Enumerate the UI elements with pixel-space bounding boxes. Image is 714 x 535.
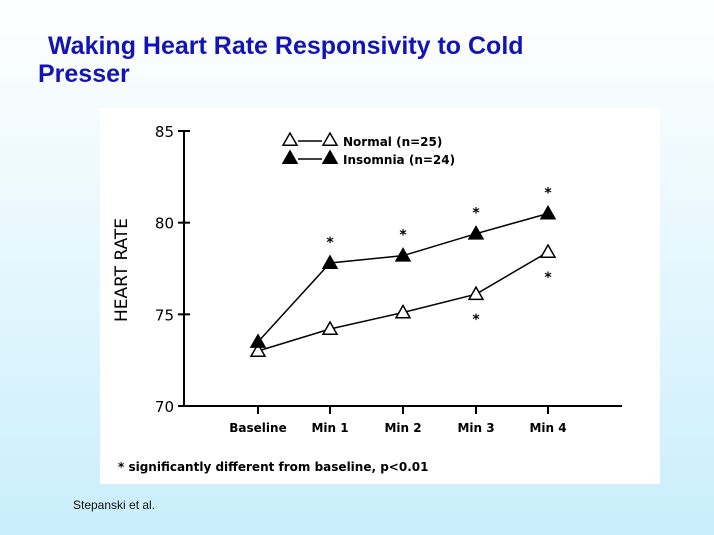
chart-footnote: * significantly different from baseline,… — [118, 460, 428, 474]
legend-label-insomnia: Insomnia (n=24) — [343, 153, 455, 167]
x-tick-label-1: Min 1 — [311, 421, 348, 435]
slide-title: Waking Heart Rate Responsivity to Cold P… — [38, 32, 698, 88]
point-insomnia-3 — [467, 225, 485, 240]
point-insomnia-2 — [394, 247, 412, 262]
y-tick-label-70: 70 — [155, 398, 174, 416]
significance-mark-normal-4: * — [544, 270, 552, 286]
slide-title-line-1: Waking Heart Rate Responsivity to Cold — [48, 32, 524, 60]
legend-label-normal: Normal (n=25) — [343, 135, 442, 149]
significance-mark-normal-3: * — [472, 312, 480, 328]
chart-panel: 70 75 80 85 Baseline Min 1 Min 2 Min 3 Min 4 HEAR… — [100, 108, 660, 484]
significance-mark-insomnia-2: * — [399, 228, 407, 244]
significance-mark-insomnia-3: * — [472, 206, 480, 222]
y-tick-label-75: 75 — [155, 306, 174, 324]
y-tick-label-85: 85 — [155, 123, 174, 141]
y-axis-title: HEART RATE — [112, 218, 132, 322]
point-insomnia-0 — [249, 333, 267, 348]
legend-marker-insomnia-a — [281, 149, 299, 164]
x-tick-label-4: Min 4 — [529, 421, 566, 435]
point-normal-2 — [394, 303, 412, 319]
legend-marker-normal-b — [321, 131, 339, 146]
slide-title-line-2: Presser — [38, 60, 130, 88]
x-tick-label-2: Min 2 — [384, 421, 421, 435]
point-insomnia-1 — [321, 254, 339, 269]
significance-mark-insomnia-1: * — [326, 235, 334, 251]
point-normal-4 — [539, 243, 557, 258]
x-tick-label-0: Baseline — [229, 421, 286, 435]
series-line-normal — [257, 251, 549, 352]
point-insomnia-4 — [539, 204, 557, 220]
y-tick-label-80: 80 — [155, 215, 174, 233]
legend-marker-insomnia-b — [321, 149, 339, 164]
legend-marker-normal-a — [281, 131, 299, 146]
citation: Stepanski et al. — [73, 498, 156, 512]
x-tick-label-3: Min 3 — [457, 421, 494, 435]
point-normal-0 — [249, 342, 267, 357]
point-normal-1 — [321, 320, 339, 335]
significance-mark-insomnia-4: * — [544, 186, 552, 202]
point-normal-3 — [467, 285, 485, 301]
heart-rate-chart: 70 75 80 85 Baseline Min 1 Min 2 Min 3 Min 4 HEAR… — [112, 123, 622, 474]
